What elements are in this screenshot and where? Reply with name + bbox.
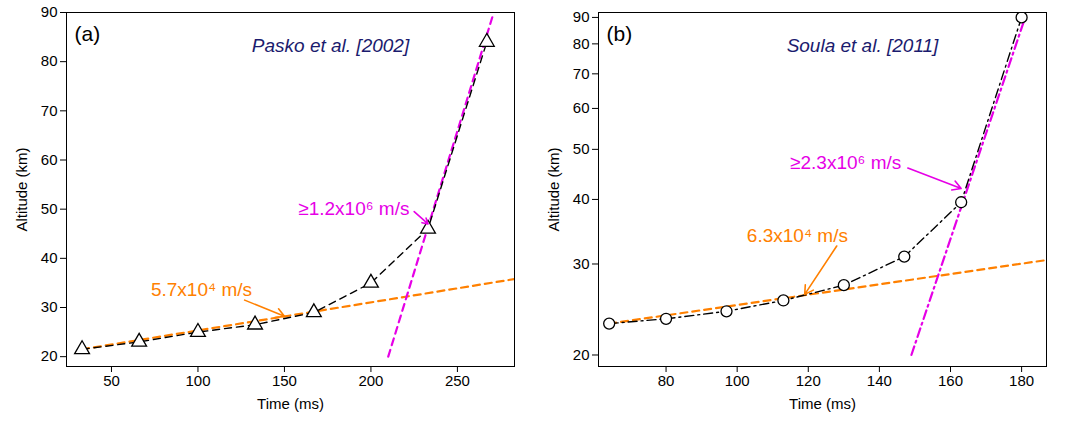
svg-text:80: 80 bbox=[658, 372, 675, 389]
svg-text:50: 50 bbox=[103, 372, 120, 389]
svg-text:20: 20 bbox=[573, 346, 590, 363]
svg-text:140: 140 bbox=[867, 372, 892, 389]
svg-text:120: 120 bbox=[796, 372, 821, 389]
svg-text:50: 50 bbox=[41, 200, 58, 217]
svg-text:100: 100 bbox=[185, 372, 210, 389]
svg-text:40: 40 bbox=[41, 249, 58, 266]
svg-text:6.3x10⁴ m/s: 6.3x10⁴ m/s bbox=[747, 225, 848, 246]
svg-text:5.7x10⁴ m/s: 5.7x10⁴ m/s bbox=[151, 279, 252, 300]
svg-text:Soula et al. [2011]: Soula et al. [2011] bbox=[787, 35, 939, 56]
svg-text:150: 150 bbox=[272, 372, 297, 389]
svg-text:70: 70 bbox=[41, 102, 58, 119]
svg-text:Altitude (km): Altitude (km) bbox=[545, 147, 562, 231]
svg-text:Pasko et al. [2002]: Pasko et al. [2002] bbox=[252, 35, 410, 56]
svg-text:Time (ms): Time (ms) bbox=[257, 395, 324, 412]
svg-text:40: 40 bbox=[573, 190, 590, 207]
svg-text:30: 30 bbox=[573, 255, 590, 272]
svg-text:100: 100 bbox=[725, 372, 750, 389]
svg-text:90: 90 bbox=[41, 3, 58, 20]
svg-text:60: 60 bbox=[573, 99, 590, 116]
svg-text:250: 250 bbox=[445, 372, 470, 389]
svg-text:70: 70 bbox=[573, 65, 590, 82]
svg-text:(a): (a) bbox=[75, 22, 101, 45]
svg-text:Altitude (km): Altitude (km) bbox=[13, 147, 30, 231]
svg-text:≥2.3x10⁶ m/s: ≥2.3x10⁶ m/s bbox=[790, 152, 901, 173]
svg-text:180: 180 bbox=[1009, 372, 1034, 389]
svg-text:80: 80 bbox=[573, 35, 590, 52]
svg-text:80: 80 bbox=[41, 52, 58, 69]
svg-text:≥1.2x10⁶ m/s: ≥1.2x10⁶ m/s bbox=[298, 198, 409, 219]
svg-text:90: 90 bbox=[573, 8, 590, 25]
svg-text:30: 30 bbox=[41, 298, 58, 315]
svg-text:60: 60 bbox=[41, 151, 58, 168]
svg-text:Time (ms): Time (ms) bbox=[789, 395, 856, 412]
svg-text:50: 50 bbox=[573, 140, 590, 157]
svg-text:20: 20 bbox=[41, 347, 58, 364]
svg-text:200: 200 bbox=[358, 372, 383, 389]
svg-text:(b): (b) bbox=[607, 22, 633, 45]
svg-text:160: 160 bbox=[938, 372, 963, 389]
